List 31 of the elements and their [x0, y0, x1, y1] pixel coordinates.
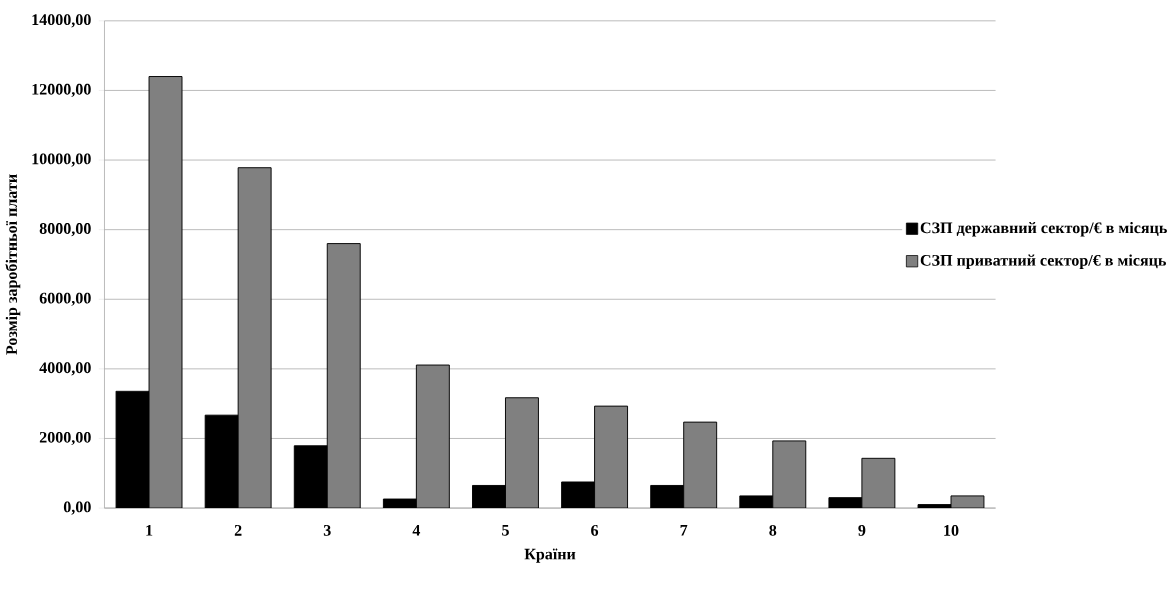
y-tick-label: 10000,00 [32, 153, 91, 167]
x-tick-label: 4 [412, 524, 421, 536]
bar [149, 76, 183, 508]
y-tick-label: 8000,00 [39, 222, 91, 237]
bar [238, 167, 272, 508]
x-tick-label: 1 [146, 524, 153, 536]
bar [594, 405, 628, 508]
x-axis-title: Країни [524, 548, 576, 563]
x-tick-label: 10 [944, 524, 959, 536]
legend-label: СЗП державний сектор/€ в місяць [920, 221, 1167, 237]
bar [683, 421, 717, 508]
x-tick-label: 7 [680, 524, 688, 536]
y-tick-label: 2000,00 [39, 431, 91, 445]
y-tick-label: 12000,00 [32, 83, 91, 97]
x-tick-label: 8 [769, 524, 777, 536]
bar [505, 397, 539, 508]
x-tick-label: 5 [502, 524, 509, 536]
y-axis-title: Розмір заробітньої плати [5, 174, 21, 355]
x-tick-label: 3 [323, 524, 331, 536]
bar [861, 458, 895, 508]
y-tick-label: 14000,00 [32, 14, 91, 28]
y-tick-label: 4000,00 [39, 362, 91, 376]
y-tick-label: 0,00 [63, 501, 91, 515]
bar [772, 440, 806, 508]
x-tick-label: 6 [591, 524, 599, 536]
x-tick-label: 2 [234, 524, 242, 536]
bar [416, 364, 450, 508]
legend-label: СЗП приватний сектор/€ в місяць [920, 254, 1166, 269]
x-tick-label: 9 [858, 524, 866, 536]
bar [327, 243, 361, 508]
y-tick-label: 6000,00 [39, 292, 91, 306]
